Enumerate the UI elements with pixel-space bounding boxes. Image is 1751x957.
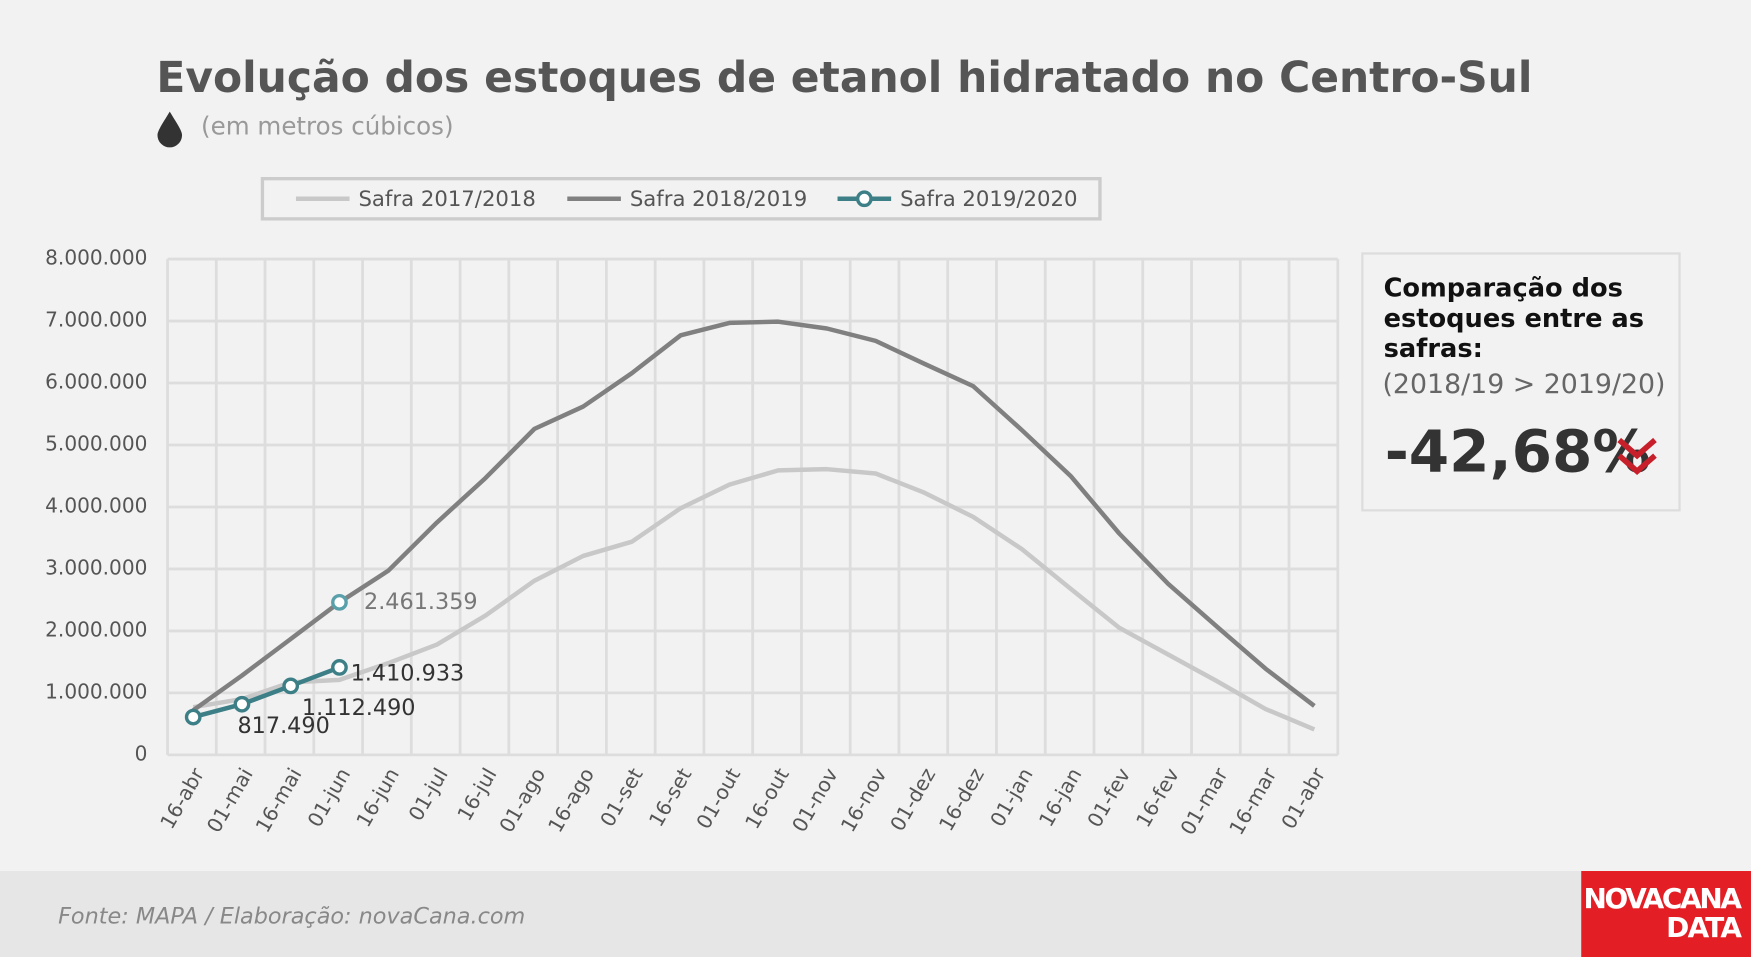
panel-title: safras: xyxy=(1384,334,1483,364)
point-marker xyxy=(331,659,348,676)
panel-subtitle: (2018/19 > 2019/20) xyxy=(1382,369,1665,400)
annotation-label: 2.461.359 xyxy=(364,589,478,615)
y-tick-label: 7.000.000 xyxy=(45,308,147,332)
legend-box xyxy=(260,176,1102,221)
annotation-marker xyxy=(331,593,348,611)
logo-text: NOVACANA xyxy=(1583,882,1742,915)
legend-label: Safra 2017/2018 xyxy=(358,187,535,212)
panel-value: -42,68% xyxy=(1385,418,1651,486)
data-label: 1.112.490 xyxy=(302,695,416,721)
y-tick-label: 2.000.000 xyxy=(45,617,147,641)
source: Fonte: MAPA / Elaboração: novaCana.com xyxy=(58,903,525,929)
y-tick-label: 8.000.000 xyxy=(45,246,147,270)
panel-title: Comparação dos xyxy=(1384,274,1623,304)
y-tick-label: 4.000.000 xyxy=(45,493,147,517)
legend-label: Safra 2018/2019 xyxy=(630,187,807,212)
chart-title: Evolução dos estoques de etanol hidratad… xyxy=(156,54,1532,103)
data-label: 1.410.933 xyxy=(351,661,465,687)
logo xyxy=(1581,871,1751,957)
y-tick-label: 3.000.000 xyxy=(45,555,147,579)
series-line xyxy=(192,466,1316,732)
y-tick-label: 6.000.000 xyxy=(45,370,147,394)
legend-label: Safra 2019/2020 xyxy=(900,187,1077,212)
y-tick-label: 0 xyxy=(135,741,148,765)
down-arrows xyxy=(1617,437,1657,475)
panel-title: estoques entre as xyxy=(1384,304,1644,334)
footer xyxy=(0,871,1751,957)
panel xyxy=(1361,252,1681,512)
point-marker xyxy=(282,677,300,695)
legend-marker xyxy=(855,190,873,208)
series-line xyxy=(192,665,341,720)
data-label: 817.490 xyxy=(237,713,329,739)
series-line xyxy=(191,319,1316,713)
drop-icon xyxy=(157,111,183,148)
chart-subtitle: (em metros cúbicos) xyxy=(201,111,454,140)
point-marker xyxy=(233,695,251,713)
logo-text: DATA xyxy=(1666,911,1742,944)
y-tick-label: 1.000.000 xyxy=(45,679,147,703)
point-marker xyxy=(184,708,202,726)
y-tick-label: 5.000.000 xyxy=(45,431,147,455)
